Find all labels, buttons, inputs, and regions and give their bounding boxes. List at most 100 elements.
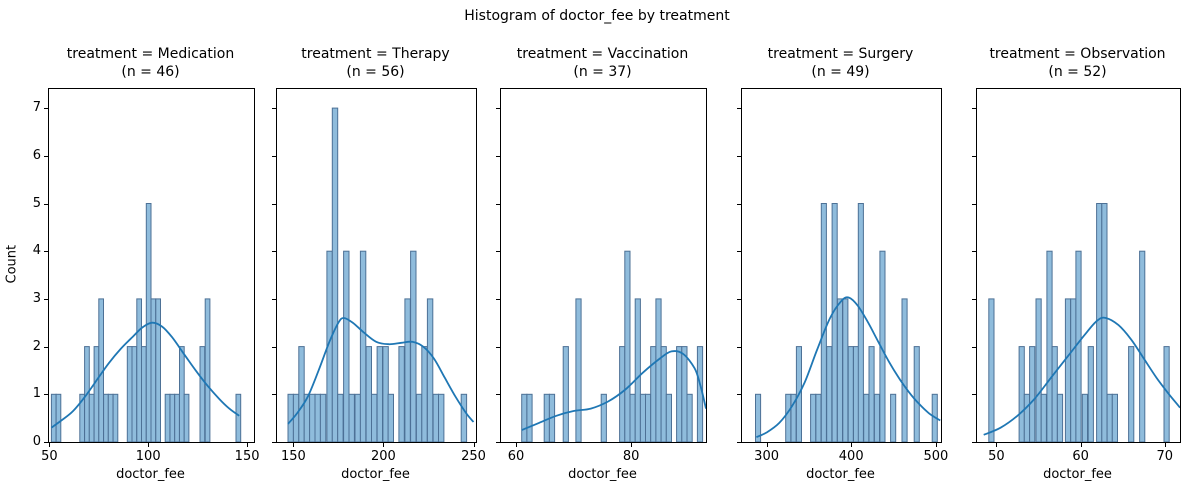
y-tick-mark: [44, 442, 48, 443]
y-tick-label: 0: [32, 434, 41, 449]
histogram-bar: [634, 298, 641, 442]
x-tick-mark: [473, 443, 475, 447]
histogram-bar: [131, 346, 138, 442]
histogram-bar: [842, 298, 849, 442]
x-axis-label: doctor_fee: [116, 467, 185, 482]
histogram-bar: [169, 393, 176, 442]
y-tick-mark: [972, 203, 976, 205]
histogram-bar: [1111, 393, 1119, 442]
histogram-bar: [1087, 346, 1094, 442]
y-tick-label: 5: [32, 195, 41, 211]
x-tick-mark: [148, 443, 150, 447]
histogram-bar: [857, 203, 864, 442]
histogram-bar: [1081, 393, 1089, 442]
histogram-bar: [890, 393, 897, 442]
x-tick-mark: [996, 443, 998, 447]
y-tick-mark: [972, 298, 976, 300]
axes-vaccination: 60 80: [496, 88, 707, 464]
x-axis-label: doctor_fee: [568, 467, 637, 482]
facet-count: (n = 49): [811, 64, 870, 81]
axes-surgery: 300 400 500: [737, 88, 948, 464]
y-tick-mark: [737, 394, 741, 396]
histogram-bar: [150, 298, 157, 442]
histogram-bar: [112, 393, 119, 442]
y-tick-mark: [496, 346, 500, 348]
panel-title-medication: treatment = Medication (n = 46): [28, 45, 273, 81]
histogram-bar: [359, 250, 367, 442]
x-axis-label: doctor_fee: [341, 467, 410, 482]
histogram-bar: [387, 393, 394, 442]
histogram-bar: [810, 393, 817, 442]
x-tick-mark: [49, 443, 51, 447]
histogram-bar: [650, 346, 657, 442]
histogram-bar: [1023, 393, 1030, 442]
facet-count: (n = 56): [346, 64, 405, 81]
histogram-bar: [354, 393, 361, 442]
histogram-bar: [343, 250, 350, 442]
histogram-bar: [847, 346, 854, 442]
x-tick-mark: [631, 443, 633, 447]
y-tick-mark: [44, 155, 48, 157]
histogram-plot-area: [50, 203, 242, 442]
x-tick-label: 300: [754, 449, 780, 464]
y-tick-mark: [272, 442, 276, 443]
y-tick-mark: [44, 203, 48, 205]
y-tick-mark: [496, 108, 500, 110]
histogram-bar: [141, 346, 147, 442]
y-tick-mark: [972, 155, 976, 157]
histogram-bar: [93, 346, 100, 442]
kde-curve: [287, 317, 475, 425]
x-tick-label: 60: [1072, 449, 1089, 464]
histogram-plot-area: [755, 203, 941, 442]
histogram-bar: [1075, 250, 1082, 442]
y-tick-mark: [44, 346, 48, 348]
histogram-bar: [655, 298, 662, 442]
x-tick-mark: [935, 443, 937, 447]
histogram-bar: [136, 298, 143, 442]
histogram-bar: [432, 393, 440, 442]
y-tick-mark: [272, 251, 276, 253]
panel-title-observation: treatment = Observation (n = 52): [956, 45, 1194, 81]
histogram-bar: [868, 346, 875, 442]
histogram-bar: [155, 298, 162, 442]
histogram-bar: [88, 393, 95, 442]
x-tick-mark: [247, 443, 249, 447]
y-axis-label: Count: [4, 244, 20, 283]
histogram-plot-area: [287, 107, 475, 442]
histogram-bar: [460, 393, 468, 442]
histogram-bar: [1070, 298, 1077, 442]
histogram-bar: [815, 393, 822, 442]
histogram-bar: [681, 346, 688, 442]
y-tick-mark: [737, 251, 741, 253]
x-tick-label: 80: [622, 449, 640, 464]
histogram-bar: [913, 346, 920, 442]
histogram-bar: [645, 393, 652, 442]
histogram-bar: [50, 393, 57, 442]
y-tick-label: 7: [32, 100, 41, 116]
histogram-bar: [410, 250, 417, 442]
x-tick-mark: [851, 443, 853, 447]
histogram-bar: [1018, 346, 1025, 442]
histogram-bar: [126, 346, 133, 442]
histogram-bar: [309, 393, 316, 442]
figure-suptitle: Histogram of doctor_fee by treatment: [464, 8, 730, 24]
histogram-bar: [1040, 393, 1047, 442]
histogram-bar: [521, 393, 528, 442]
facet-title: treatment = Medication: [66, 46, 235, 62]
y-tick-mark: [44, 108, 48, 110]
x-tick-label: 70: [1156, 449, 1174, 464]
histogram-bar: [863, 393, 870, 442]
x-tick-mark: [293, 443, 295, 447]
kde-curve: [50, 321, 240, 429]
x-tick-label: 400: [838, 449, 864, 464]
histogram-bar: [575, 298, 582, 442]
panel-title-vaccination: treatment = Vaccination (n = 37): [480, 45, 725, 81]
facet-title: treatment = Vaccination: [516, 46, 689, 62]
y-tick-mark: [737, 203, 741, 205]
x-tick-label: 100: [135, 449, 161, 464]
y-tick-mark: [972, 108, 976, 110]
y-tick-mark: [972, 346, 976, 348]
y-tick-mark: [272, 298, 276, 300]
y-tick-mark: [44, 394, 48, 396]
